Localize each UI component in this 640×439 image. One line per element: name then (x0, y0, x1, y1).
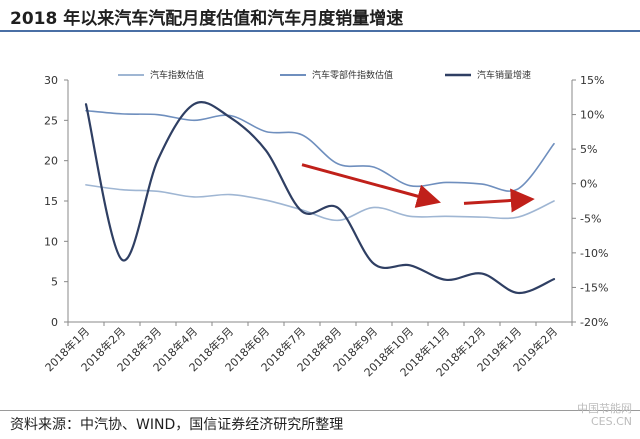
y-right-tick-label: 5% (580, 143, 597, 156)
y-left-tick-label: 30 (44, 74, 58, 87)
legend-label-2: 汽车零部件指数估值 (312, 69, 393, 81)
y-right-tick-label: -15% (580, 281, 608, 294)
y-left-tick-label: 0 (51, 316, 58, 329)
y-left-tick-label: 5 (51, 276, 58, 289)
series-line-3 (84, 101, 556, 295)
series-line-2 (85, 109, 555, 192)
y-left-tick-label: 20 (44, 155, 58, 168)
y-right-tick-label: 10% (580, 109, 604, 122)
watermark: 中国节能网 CES.CN (577, 402, 632, 428)
watermark-line2: CES.CN (590, 415, 632, 428)
y-left-tick-label: 25 (44, 114, 58, 127)
legend-label-3: 汽车销量增速 (477, 69, 531, 81)
y-left-tick-label: 15 (44, 195, 58, 208)
legend-label-1: 汽车指数估值 (150, 69, 204, 81)
trend-arrow-2 (463, 188, 535, 213)
source-divider (0, 410, 640, 411)
series-line-1 (85, 184, 555, 222)
y-right-tick-label: -5% (580, 212, 601, 225)
y-right-tick-label: -10% (580, 247, 608, 260)
source-note: 资料来源：中汽协、WIND，国信证券经济研究所整理 (10, 417, 344, 433)
y-right-tick-label: -20% (580, 316, 608, 329)
y-right-tick-label: 15% (580, 74, 604, 87)
trend-arrow-1 (301, 163, 441, 208)
y-right-tick-label: 0% (580, 178, 597, 191)
title-divider (0, 30, 640, 32)
y-left-tick-label: 10 (44, 235, 58, 248)
chart-title: 2018 年以来汽车汽配月度估值和汽车月度销量增速 (10, 9, 404, 29)
watermark-line1: 中国节能网 (577, 402, 632, 415)
